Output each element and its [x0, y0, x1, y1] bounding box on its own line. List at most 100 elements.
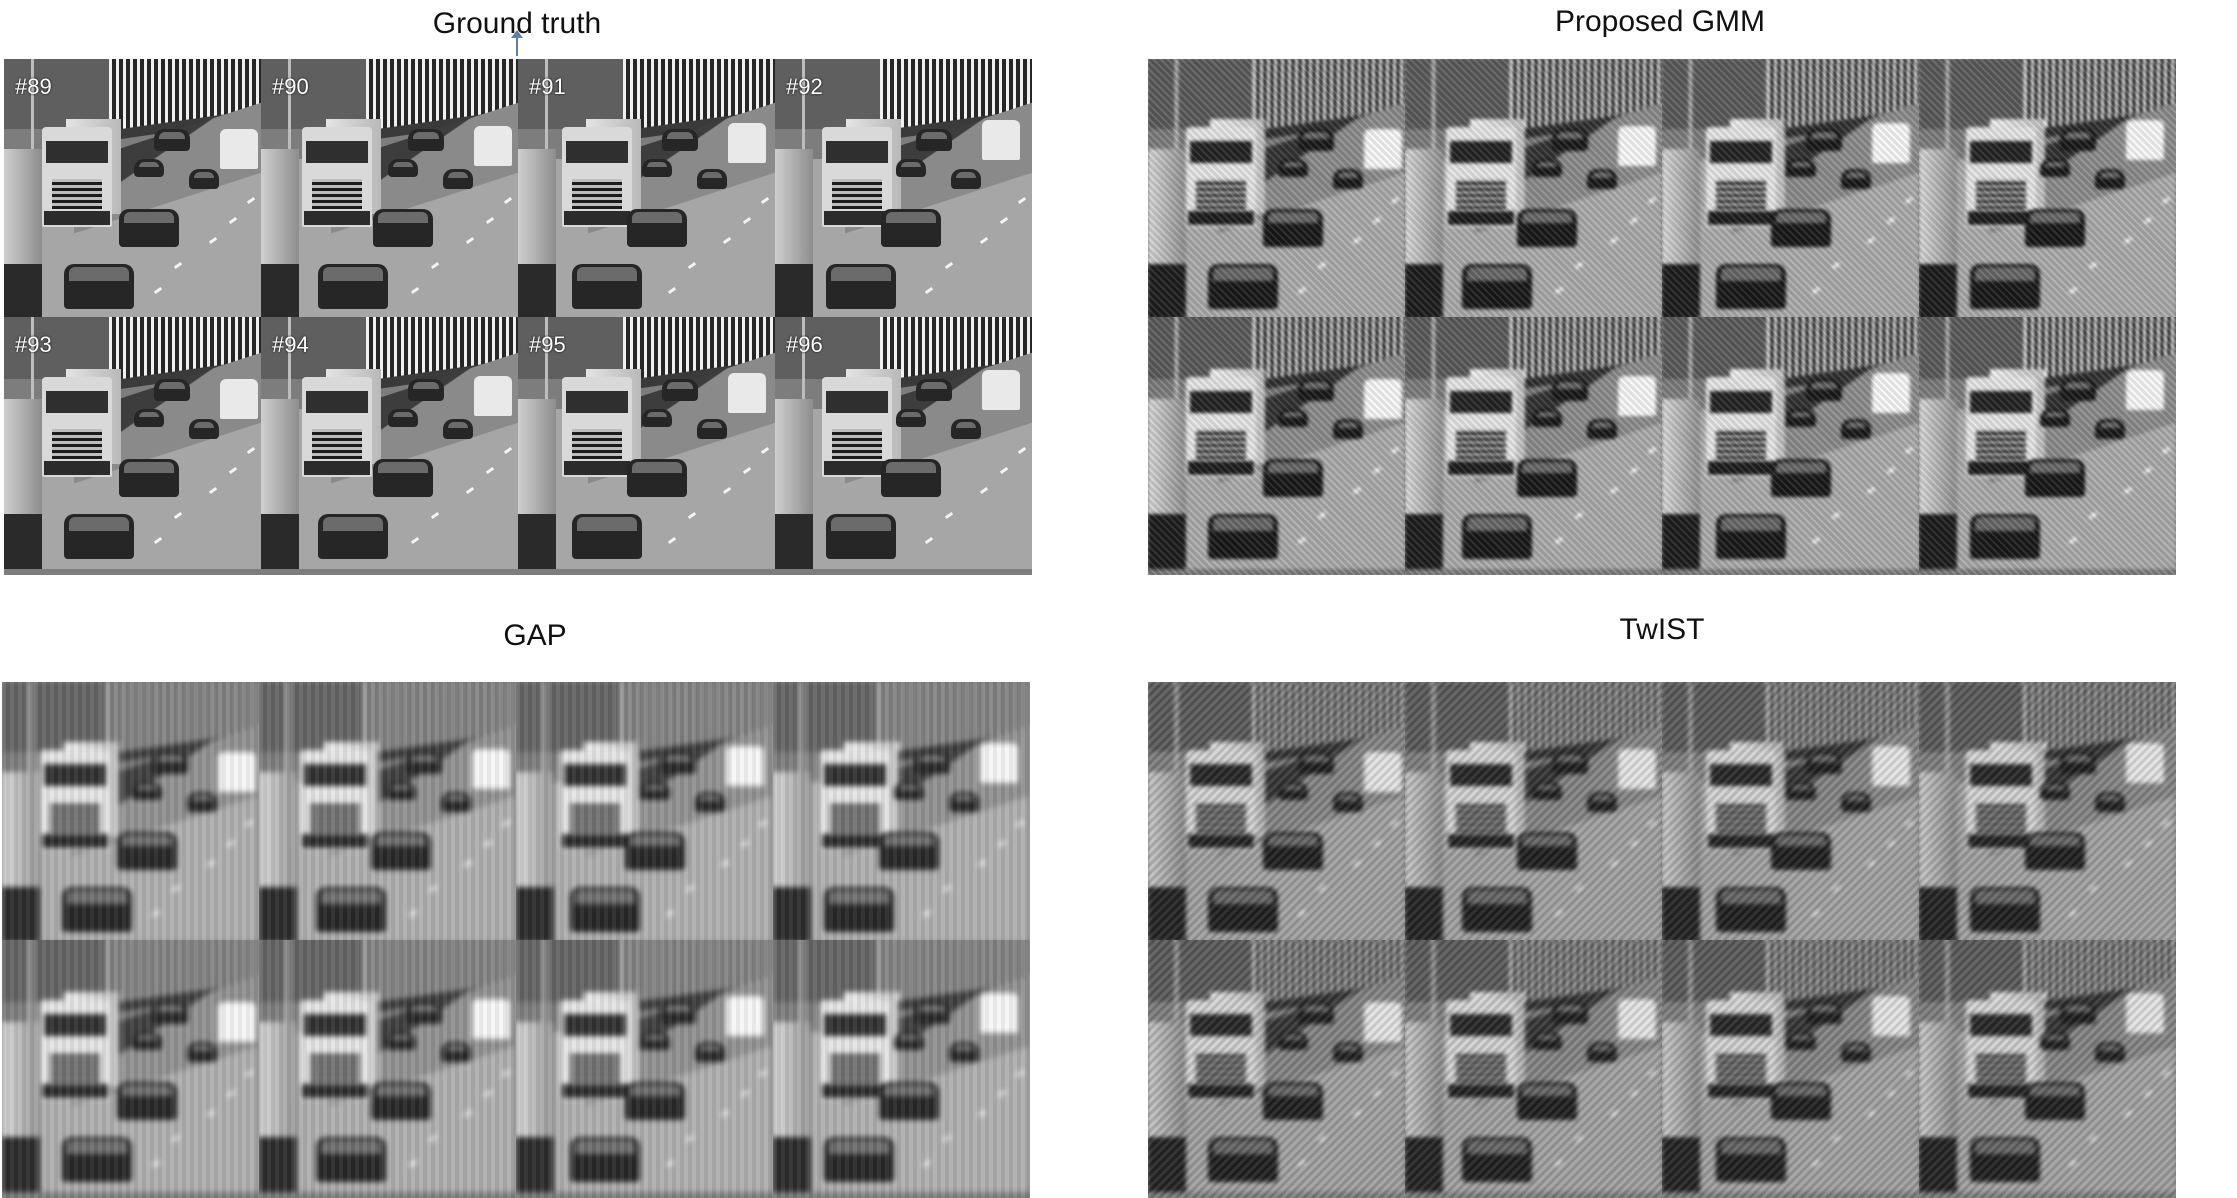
- road: [1405, 409, 1662, 569]
- background: [1919, 940, 2176, 1002]
- truck-bumper: [44, 461, 110, 475]
- van-icon: [474, 126, 512, 166]
- car-icon: [1298, 1002, 1334, 1024]
- car-icon: [1552, 1002, 1588, 1024]
- pole: [1432, 682, 1435, 822]
- truck-icon: [1966, 377, 2036, 477]
- lane-marking: [1297, 1159, 1307, 1168]
- car-window: [645, 1035, 665, 1040]
- car-window: [376, 835, 426, 846]
- lane-marking: [1886, 466, 1896, 475]
- car-icon: [2095, 792, 2125, 812]
- car-icon: [1462, 1137, 1532, 1182]
- car-icon: [1298, 379, 1334, 401]
- road: [1662, 782, 1919, 940]
- barrier: [1218, 721, 1405, 857]
- car-window: [411, 755, 437, 762]
- car-icon: [1278, 782, 1308, 800]
- van-icon: [1618, 376, 1656, 416]
- car-icon: [1786, 159, 1816, 177]
- truck-trailer: [324, 742, 379, 837]
- trailer-left-shadow: [4, 264, 42, 317]
- van-icon: [1618, 749, 1656, 789]
- car-window: [1303, 132, 1329, 139]
- car-icon: [1517, 209, 1577, 247]
- road: [1405, 782, 1662, 940]
- car-window: [2030, 212, 2080, 223]
- frame-label: #92: [786, 74, 823, 99]
- lane-marking: [483, 1089, 493, 1098]
- van-icon: [1872, 373, 1910, 413]
- car-window: [2045, 412, 2065, 417]
- car-window: [1811, 132, 1837, 139]
- highway-scene: [1405, 59, 1662, 317]
- truck-windshield: [304, 764, 366, 786]
- truck-trailer: [324, 992, 379, 1087]
- barrier: [1989, 971, 2176, 1107]
- car-window: [448, 172, 468, 178]
- road: [1919, 159, 2176, 317]
- truck-icon: [1446, 1000, 1516, 1100]
- car-window: [2100, 172, 2120, 178]
- pole: [545, 59, 548, 199]
- van-icon: [474, 376, 512, 416]
- van-icon: [220, 379, 258, 419]
- car-window: [1846, 795, 1866, 801]
- trailer-left: [773, 1022, 811, 1162]
- car-icon: [660, 752, 696, 774]
- car-window: [139, 162, 159, 167]
- pole: [543, 940, 546, 1072]
- truck-grille: [830, 802, 880, 832]
- car-window: [1338, 172, 1358, 178]
- truck-trailer: [1470, 119, 1525, 214]
- lane-marking: [942, 884, 952, 893]
- van-icon: [1872, 996, 1910, 1036]
- lane-marking: [1629, 466, 1639, 475]
- video-frame: [1148, 317, 1405, 575]
- truck-grille: [50, 1052, 100, 1082]
- car-icon: [1786, 409, 1816, 427]
- barrier: [1475, 348, 1662, 484]
- background: [259, 940, 516, 1002]
- fence-icon: [1767, 940, 1919, 1002]
- highway-scene: [1148, 682, 1405, 940]
- truck-bumper: [1968, 834, 2034, 848]
- video-frame: [773, 682, 1030, 940]
- car-window: [2065, 132, 2091, 139]
- pole: [286, 682, 289, 822]
- car-window: [137, 785, 157, 790]
- fence-icon: [1253, 317, 1405, 379]
- car-icon: [1771, 209, 1831, 247]
- car-window: [2100, 422, 2120, 428]
- car-icon: [1532, 782, 1562, 800]
- car-window: [67, 1140, 127, 1154]
- car-icon: [1786, 782, 1816, 800]
- car-window: [1338, 1045, 1358, 1051]
- pole: [288, 59, 291, 199]
- lane-marking: [758, 1069, 768, 1078]
- car-window: [1537, 785, 1557, 790]
- background: [1662, 940, 1919, 1002]
- panel-title-twist: TwIST: [1619, 613, 1705, 646]
- fence-icon: [364, 940, 516, 1002]
- car-window: [1846, 1045, 1866, 1051]
- car-window: [1467, 890, 1527, 904]
- lane-marking: [1390, 196, 1400, 205]
- car-window: [1791, 162, 1811, 167]
- panel-title-proposed-gmm: Proposed GMM: [1554, 5, 1766, 38]
- background: [1148, 317, 1405, 379]
- highway-scene: [516, 682, 773, 940]
- lane-marking: [244, 819, 254, 828]
- lane-marking: [1352, 486, 1362, 495]
- video-frame: [1662, 682, 1919, 940]
- car-window: [1975, 517, 2035, 531]
- fence-icon: [2024, 940, 2176, 1002]
- car-window: [1721, 267, 1781, 281]
- lane-marking: [2143, 216, 2153, 225]
- lane-marking: [1866, 859, 1876, 868]
- truck-bumper: [564, 211, 630, 225]
- truck-grille: [50, 802, 100, 832]
- road: [773, 1032, 1030, 1192]
- frame-label: #89: [15, 74, 52, 99]
- car-icon: [1771, 459, 1831, 497]
